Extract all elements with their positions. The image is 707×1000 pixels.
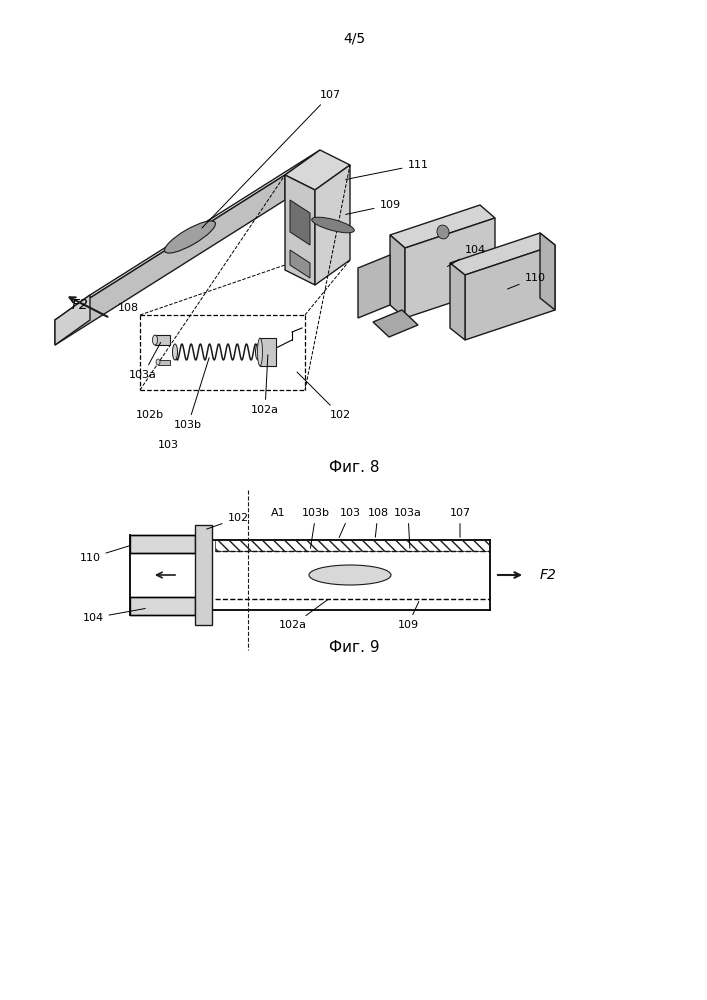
Text: 109: 109 xyxy=(397,602,419,630)
Polygon shape xyxy=(130,597,195,615)
Polygon shape xyxy=(373,310,418,337)
Text: 103: 103 xyxy=(158,440,178,450)
Text: 108: 108 xyxy=(368,508,389,537)
Polygon shape xyxy=(315,165,350,285)
Polygon shape xyxy=(358,255,390,318)
Text: 102: 102 xyxy=(206,513,249,529)
Polygon shape xyxy=(55,150,320,320)
Ellipse shape xyxy=(309,565,391,585)
Text: Фиг. 9: Фиг. 9 xyxy=(329,641,380,656)
Text: A1: A1 xyxy=(271,508,286,518)
Ellipse shape xyxy=(437,225,449,239)
Text: 104: 104 xyxy=(448,245,486,267)
Polygon shape xyxy=(450,263,465,340)
Polygon shape xyxy=(55,175,285,345)
Text: 102a: 102a xyxy=(279,600,328,630)
Ellipse shape xyxy=(156,359,160,365)
Ellipse shape xyxy=(257,338,262,366)
Text: 102a: 102a xyxy=(251,355,279,415)
Polygon shape xyxy=(290,200,310,245)
Ellipse shape xyxy=(173,344,177,360)
Polygon shape xyxy=(130,535,195,553)
Ellipse shape xyxy=(153,335,158,345)
Polygon shape xyxy=(55,295,90,345)
Text: 104: 104 xyxy=(83,608,145,623)
Polygon shape xyxy=(450,233,555,275)
Text: 107: 107 xyxy=(202,90,341,228)
Bar xyxy=(215,540,490,551)
Text: 103: 103 xyxy=(339,508,361,537)
Text: 102b: 102b xyxy=(136,410,164,420)
Polygon shape xyxy=(290,250,310,278)
Text: 109: 109 xyxy=(346,200,401,214)
Ellipse shape xyxy=(165,221,216,253)
Text: 110: 110 xyxy=(508,273,546,289)
Polygon shape xyxy=(260,338,276,366)
Polygon shape xyxy=(540,233,555,310)
Polygon shape xyxy=(195,525,212,625)
Text: 103a: 103a xyxy=(394,508,422,548)
Ellipse shape xyxy=(312,217,354,233)
Text: 108: 108 xyxy=(117,303,139,313)
Polygon shape xyxy=(405,218,495,318)
Text: F2: F2 xyxy=(540,568,557,582)
Polygon shape xyxy=(285,150,350,190)
Text: 4/5: 4/5 xyxy=(343,31,365,45)
Polygon shape xyxy=(155,335,170,345)
Text: 103a: 103a xyxy=(129,342,160,380)
Text: F2: F2 xyxy=(71,298,88,312)
Polygon shape xyxy=(390,205,495,248)
Text: 111: 111 xyxy=(346,160,428,179)
Polygon shape xyxy=(465,245,555,340)
Text: 107: 107 xyxy=(450,508,471,537)
Text: 103b: 103b xyxy=(302,508,330,548)
Polygon shape xyxy=(390,235,405,318)
Ellipse shape xyxy=(255,344,260,360)
Polygon shape xyxy=(158,360,170,365)
Text: 110: 110 xyxy=(79,546,129,563)
Polygon shape xyxy=(285,175,315,285)
Text: 103b: 103b xyxy=(174,358,209,430)
Text: Фиг. 8: Фиг. 8 xyxy=(329,460,379,476)
Text: 102: 102 xyxy=(297,372,351,420)
